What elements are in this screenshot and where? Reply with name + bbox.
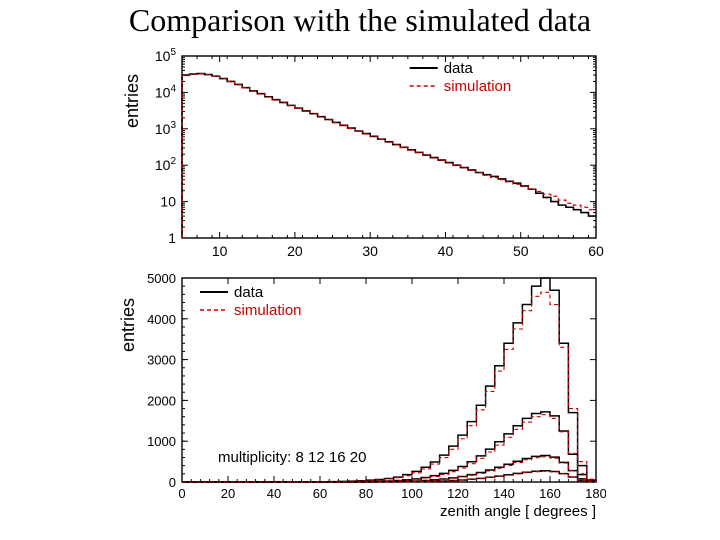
svg-text:60: 60	[588, 243, 604, 259]
svg-text:180: 180	[585, 486, 606, 501]
svg-text:1: 1	[168, 230, 176, 246]
svg-text:simulation: simulation	[444, 78, 512, 95]
svg-text:multiplicity: 8 12 16 20: multiplicity: 8 12 16 20	[218, 449, 366, 466]
svg-text:40: 40	[438, 243, 454, 259]
bottom-ylabel: entries	[118, 298, 139, 352]
svg-text:30: 30	[362, 243, 378, 259]
svg-text:103: 103	[155, 120, 177, 137]
svg-text:80: 80	[359, 486, 373, 501]
svg-text:40: 40	[267, 486, 281, 501]
svg-text:50: 50	[513, 243, 529, 259]
svg-text:100: 100	[401, 486, 423, 501]
svg-text:105: 105	[155, 48, 177, 64]
svg-text:zenith angle [ degrees ]: zenith angle [ degrees ]	[440, 503, 596, 520]
svg-text:140: 140	[493, 486, 515, 501]
svg-text:160: 160	[539, 486, 561, 501]
svg-text:3000: 3000	[147, 353, 176, 368]
bottom-chart: entries 02040608010012014016018001000200…	[110, 272, 606, 522]
top-chart: entries 10 20 30 40 50 60 1 10 102 103 104 105 datas…	[110, 48, 606, 266]
svg-text:5000: 5000	[147, 272, 176, 286]
svg-text:data: data	[444, 60, 474, 77]
svg-text:102: 102	[155, 156, 177, 173]
svg-text:120: 120	[447, 486, 469, 501]
svg-text:104: 104	[155, 83, 177, 100]
svg-text:0: 0	[169, 475, 176, 490]
svg-text:simulation: simulation	[234, 302, 302, 319]
svg-text:20: 20	[287, 243, 303, 259]
svg-text:2000: 2000	[147, 393, 176, 408]
svg-text:10: 10	[212, 243, 228, 259]
top-ylabel: entries	[122, 74, 143, 128]
svg-text:60: 60	[313, 486, 327, 501]
svg-text:10: 10	[160, 194, 176, 210]
svg-text:data: data	[234, 284, 264, 301]
page-title: Comparison with the simulated data	[0, 2, 720, 39]
svg-text:4000: 4000	[147, 312, 176, 327]
svg-text:20: 20	[221, 486, 235, 501]
svg-text:0: 0	[178, 486, 185, 501]
svg-text:1000: 1000	[147, 434, 176, 449]
